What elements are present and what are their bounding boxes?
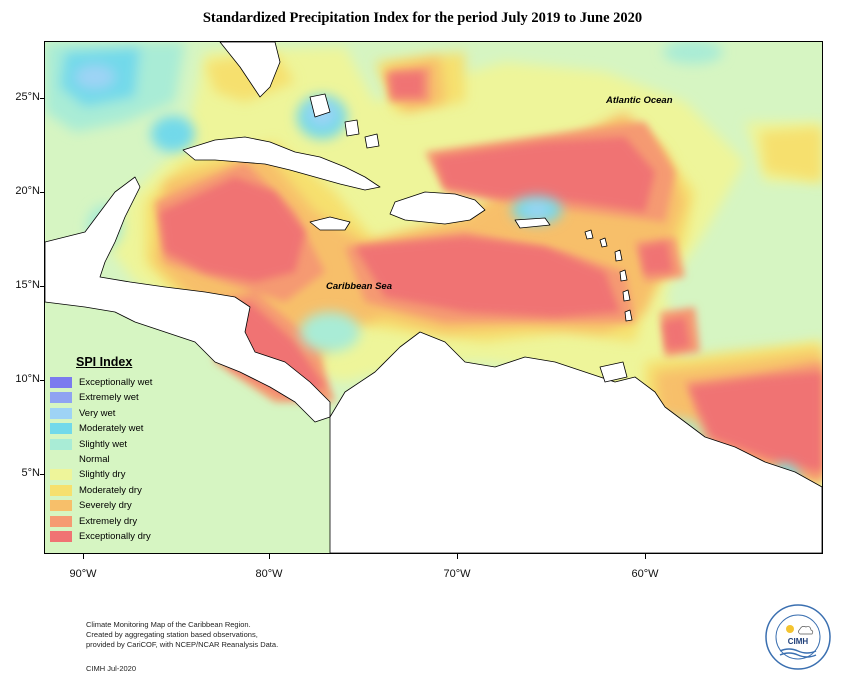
legend-swatch (50, 515, 72, 527)
legend-label: Normal (79, 454, 110, 465)
caribbean-sea-label: Caribbean Sea (326, 281, 392, 292)
lat-label-10n: 10°N (15, 373, 40, 385)
map-title: Standardized Precipitation Index for the… (202, 10, 643, 26)
legend-item: Slightly dry (50, 468, 125, 481)
legend-item: Moderately dry (50, 484, 142, 497)
lon-label-80w: 80°W (255, 568, 283, 580)
lat-tick (40, 380, 45, 381)
atlantic-ocean-label: Atlantic Ocean (606, 95, 673, 106)
legend-label: Slightly dry (79, 469, 126, 481)
lon-tick (457, 554, 458, 559)
legend-label: Exceptionally dry (79, 531, 151, 542)
legend-swatch (50, 469, 72, 481)
legend-label: Slightly wet (79, 438, 128, 450)
legend-item: Exceptionally dry (50, 530, 151, 543)
sun-icon (786, 625, 794, 633)
footer-credit: CIMH Jul-2020 (86, 664, 137, 673)
cimh-logo: CIMH (764, 603, 832, 671)
lat-tick (40, 98, 45, 99)
lon-label-60w: 60°W (631, 568, 659, 580)
legend-item: Normal (50, 453, 110, 466)
lat-label-5n: 5°N (21, 467, 40, 479)
legend-label: Very wet (79, 407, 116, 419)
legend-item: Very wet (50, 407, 115, 420)
legend-swatch (50, 438, 72, 450)
legend-swatch (50, 454, 72, 465)
footer-line-1: Climate Monitoring Map of the Caribbean … (86, 620, 251, 629)
legend-item: Moderately wet (50, 422, 143, 435)
landmass (45, 42, 822, 553)
legend-label: Moderately wet (79, 423, 144, 435)
footer-line-2: Created by aggregating station based obs… (86, 630, 258, 639)
legend-swatch (50, 423, 72, 435)
legend-label: Moderately dry (79, 484, 142, 496)
legend-swatch (50, 531, 72, 542)
legend-item: Slightly wet (50, 438, 127, 451)
footer-line-3: provided by CariCOF, with NCEP/NCAR Rean… (86, 640, 279, 649)
footer-notes: Climate Monitoring Map of the Caribbean … (86, 620, 278, 650)
lat-label-20n: 20°N (15, 185, 40, 197)
lat-tick (40, 192, 45, 193)
spi-map-canvas (45, 42, 822, 553)
lon-label-70w: 70°W (443, 568, 471, 580)
legend-label: Exceptionally wet (79, 377, 153, 388)
logo-text: CIMH (788, 637, 809, 646)
spi-field (45, 42, 822, 553)
lat-label-25n: 25°N (15, 91, 40, 103)
lat-tick (40, 474, 45, 475)
legend-swatch (50, 392, 72, 404)
lon-tick (269, 554, 270, 559)
lat-tick (40, 286, 45, 287)
cloud-icon (798, 625, 814, 635)
legend-label: Extremely dry (79, 515, 138, 527)
lon-tick (83, 554, 84, 559)
legend-swatch (50, 407, 72, 419)
legend-label: Severely dry (79, 500, 132, 512)
legend-swatch (50, 484, 72, 496)
lat-label-15n: 15°N (15, 279, 40, 291)
legend-title: SPI Index (76, 355, 133, 369)
legend-item: Extremely wet (50, 391, 139, 404)
legend-label: Extremely wet (79, 392, 139, 404)
spi-map (44, 41, 823, 554)
legend-item: Severely dry (50, 499, 132, 512)
legend-item: Extremely dry (50, 515, 137, 528)
legend-item: Exceptionally wet (50, 376, 152, 389)
legend-swatch (50, 377, 72, 388)
lon-label-90w: 90°W (69, 568, 97, 580)
lon-tick (645, 554, 646, 559)
spi-legend: SPI Index Exceptionally wet Extremely wet… (30, 355, 180, 542)
legend-swatch (50, 500, 72, 512)
cimh-logo-graphic: CIMH (765, 604, 831, 670)
